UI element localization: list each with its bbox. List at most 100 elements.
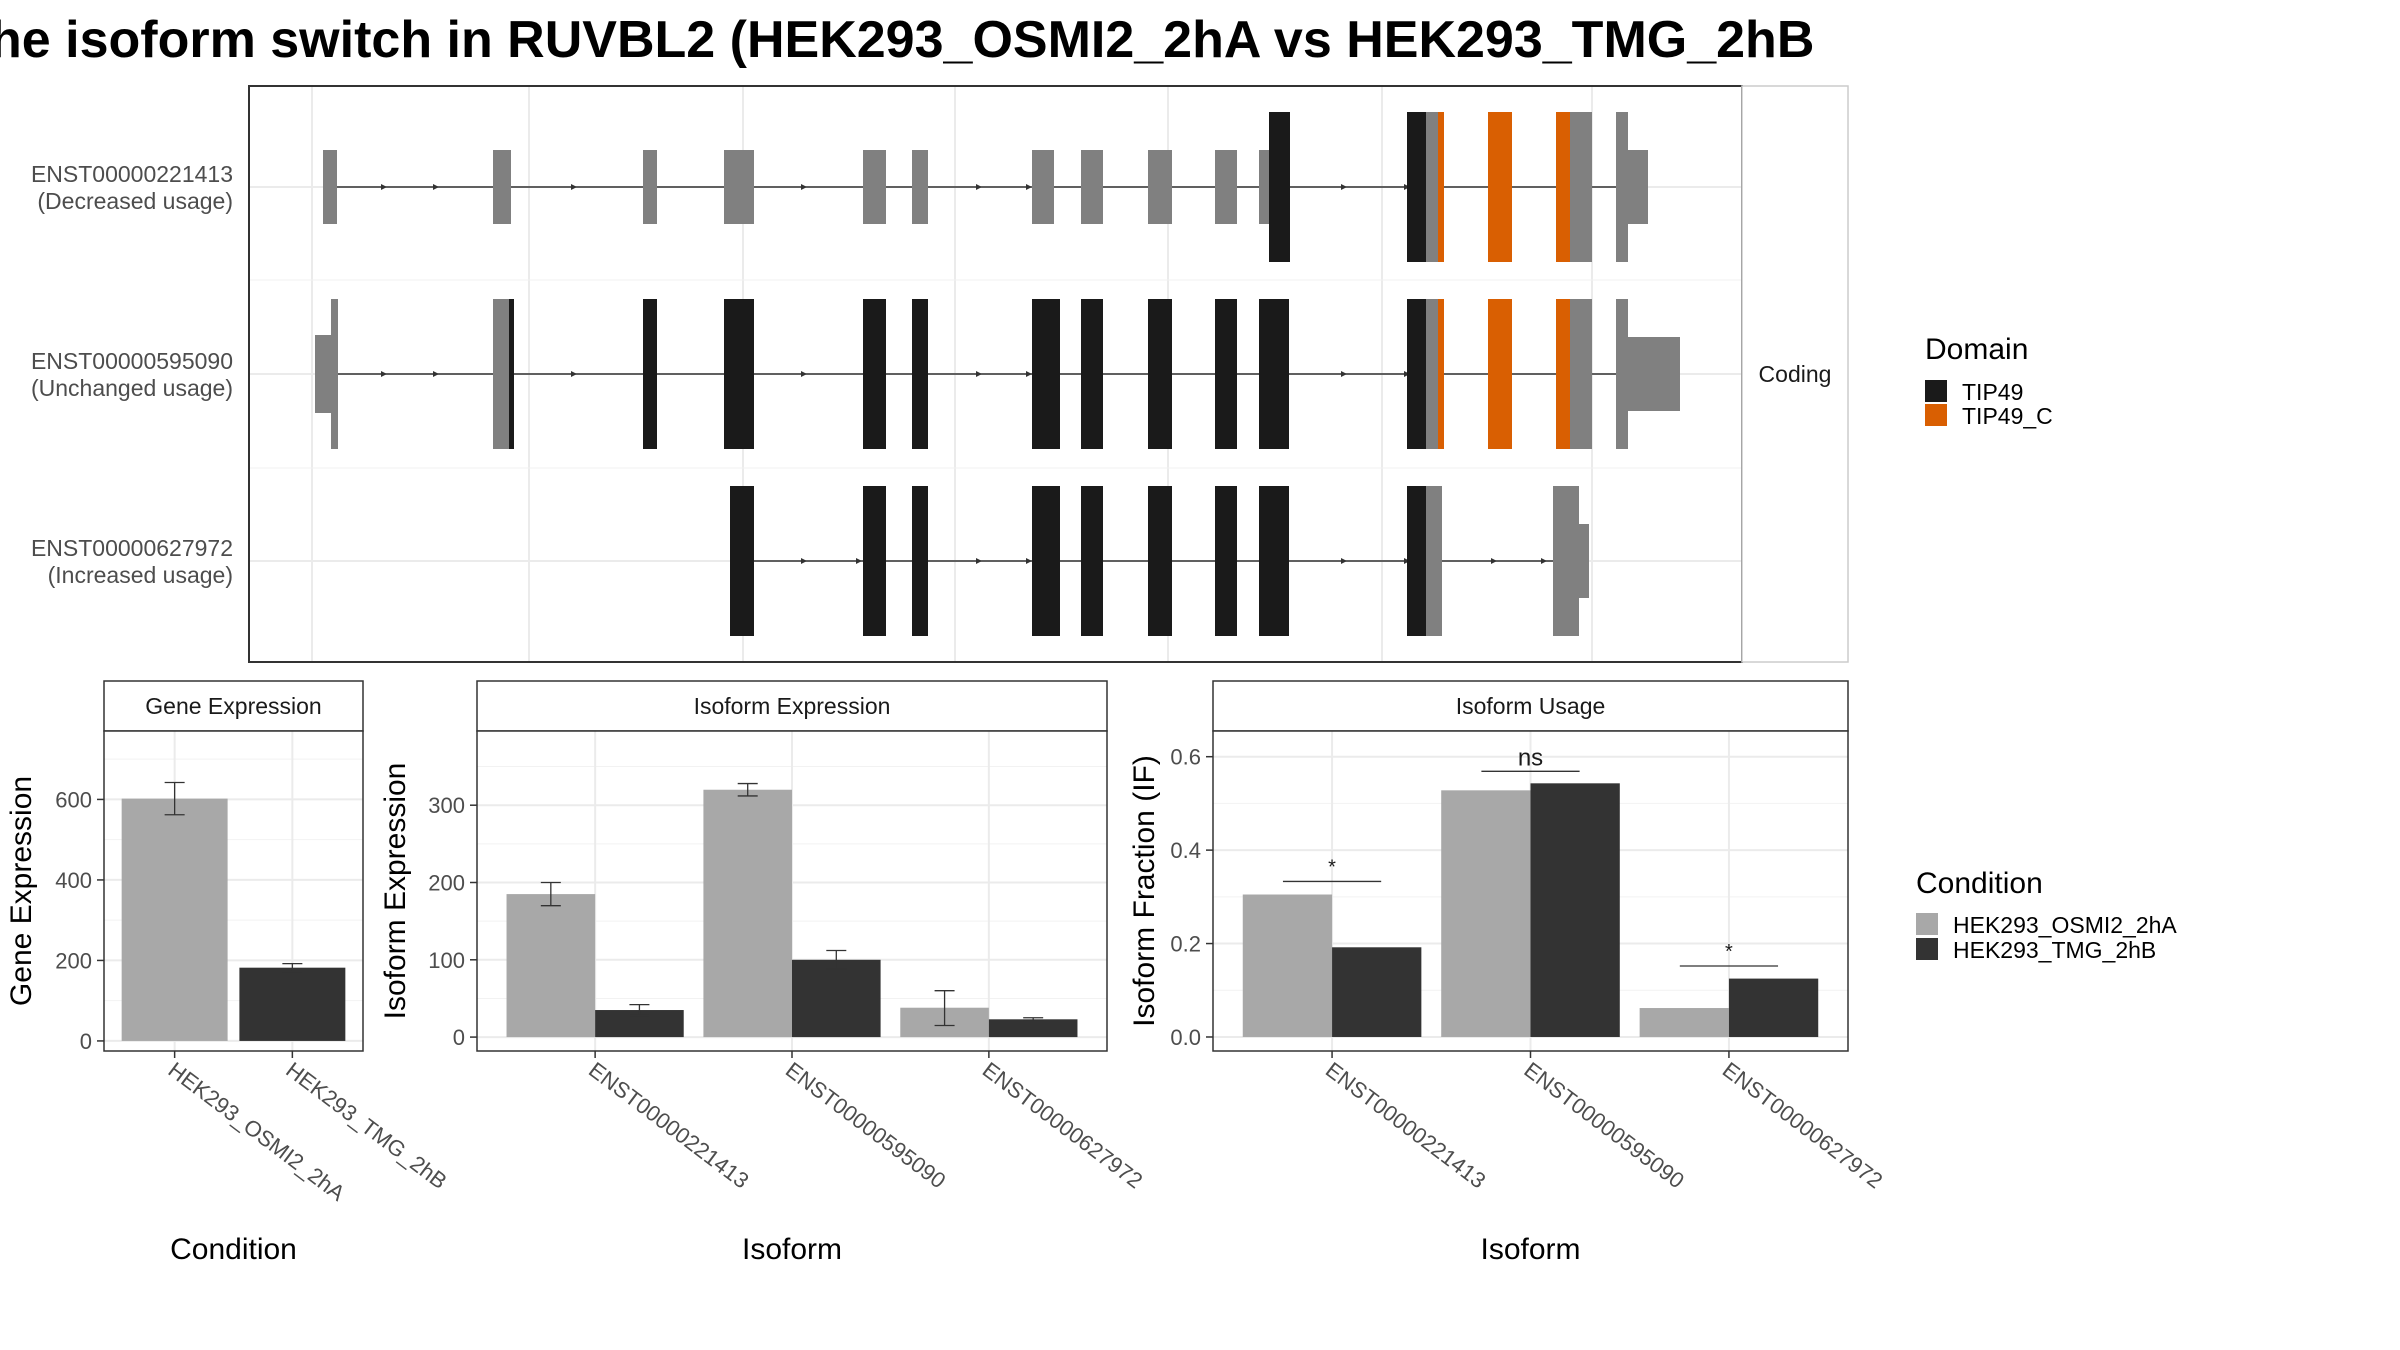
bar xyxy=(506,894,596,1038)
panel-strip xyxy=(103,680,364,732)
y-tick-label: 400 xyxy=(55,868,92,893)
panel-strip-title: Isoform Usage xyxy=(1456,693,1606,719)
x-tick-label: ENST00000221413 xyxy=(584,1057,753,1193)
exon-block xyxy=(1148,299,1172,449)
y-tick-label: 0.0 xyxy=(1170,1025,1201,1050)
bar xyxy=(792,959,881,1038)
exon-block xyxy=(1616,112,1628,262)
legend-swatch-cond-b xyxy=(1916,938,1938,960)
intron-arrow xyxy=(571,184,577,190)
domain-legend-title: Domain xyxy=(1925,333,2028,366)
exon-block xyxy=(1148,150,1172,224)
domain-legend: Domain TIP49 TIP49_C xyxy=(1925,333,2053,429)
exon-block xyxy=(1556,299,1570,449)
significance-label: * xyxy=(1328,856,1336,878)
exon-block xyxy=(1438,299,1444,449)
exon-block xyxy=(1579,524,1589,598)
exon-block xyxy=(1215,150,1237,224)
exon-block xyxy=(1488,112,1512,262)
exon-block xyxy=(493,299,509,449)
exon-block xyxy=(912,486,928,636)
exon-block xyxy=(1269,112,1290,262)
exon-block xyxy=(509,299,514,449)
legend-swatch-tip49 xyxy=(1925,380,1947,402)
exon-block xyxy=(724,299,754,449)
intron-arrow xyxy=(433,184,439,190)
y-axis-title: Isoform Fraction (IF) xyxy=(1128,755,1161,1027)
isoform-structure-panel: Coding ENST00000221413 (Decreased usage)… xyxy=(31,85,1849,663)
legend-label-cond-a: HEK293_OSMI2_2hA xyxy=(1953,912,2177,938)
intron-arrow xyxy=(1341,558,1347,564)
intron-arrow xyxy=(801,184,807,190)
bar xyxy=(1639,1008,1729,1037)
row-label-1-usage: (Decreased usage) xyxy=(37,188,233,214)
intron-arrow xyxy=(571,371,577,377)
intron-arrow xyxy=(1026,558,1032,564)
exon-block xyxy=(1438,112,1444,262)
intron-arrow xyxy=(1491,558,1497,564)
intron-arrow xyxy=(433,371,439,377)
exon-block xyxy=(1616,299,1628,449)
isoform-expression-panel: Isoform Expression 0 100 200 300 ENST00000221… xyxy=(379,680,1147,1266)
intron-arrow xyxy=(801,371,807,377)
exon-block xyxy=(863,299,886,449)
exon-block xyxy=(1215,299,1237,449)
exon-block xyxy=(863,150,886,224)
y-tick-label: 0.2 xyxy=(1170,932,1201,957)
y-axis-title: Isoform Expression xyxy=(379,763,412,1020)
exon-block xyxy=(1426,299,1438,449)
exon-block xyxy=(1488,299,1512,449)
condition-legend: Condition HEK293_OSMI2_2hA HEK293_TMG_2h… xyxy=(1916,867,2177,963)
bar xyxy=(121,798,228,1041)
panel-border xyxy=(103,730,364,1052)
exon-block xyxy=(1081,150,1103,224)
bar xyxy=(1530,783,1620,1037)
exon-block xyxy=(1259,486,1289,636)
facet-strip xyxy=(1741,85,1849,663)
row-label-2-id: ENST00000595090 xyxy=(31,348,233,374)
exon-block xyxy=(1556,112,1570,262)
panel-strip-title: Isoform Expression xyxy=(694,693,891,719)
y-tick-label: 600 xyxy=(55,787,92,812)
bar xyxy=(703,789,792,1038)
intron-arrow xyxy=(1026,184,1032,190)
exon-block xyxy=(1407,112,1426,262)
structure-tracks xyxy=(315,112,1680,636)
bar xyxy=(239,967,346,1041)
exon-block xyxy=(1032,486,1060,636)
exon-block xyxy=(724,150,754,224)
exon-block xyxy=(1259,150,1269,224)
intron-arrow xyxy=(1541,558,1547,564)
exon-block xyxy=(1032,150,1054,224)
exon-block xyxy=(1259,299,1289,449)
significance-label: * xyxy=(1725,941,1733,963)
bar xyxy=(1441,790,1531,1037)
intron-arrow xyxy=(976,558,982,564)
intron-arrow xyxy=(381,371,387,377)
intron-arrow xyxy=(976,184,982,190)
bar xyxy=(1728,978,1819,1037)
x-tick-label: ENST00000595090 xyxy=(781,1057,950,1193)
intron-arrow xyxy=(1341,371,1347,377)
intron-arrow xyxy=(1026,371,1032,377)
exon-block xyxy=(493,150,511,224)
exon-block xyxy=(1407,299,1426,449)
x-tick-label: ENST00000595090 xyxy=(1519,1057,1688,1193)
intron-arrow xyxy=(856,558,862,564)
exon-block xyxy=(323,150,337,224)
intron-arrow xyxy=(976,371,982,377)
x-axis-title: Condition xyxy=(170,1233,297,1266)
condition-legend-title: Condition xyxy=(1916,867,2043,900)
facet-strip-label: Coding xyxy=(1759,361,1832,387)
x-axis-title: Isoform xyxy=(742,1233,842,1266)
intron-arrow xyxy=(1341,184,1347,190)
exon-block xyxy=(1426,112,1438,262)
significance-label: ns xyxy=(1518,744,1543,771)
exon-block xyxy=(331,299,338,449)
intron-arrow xyxy=(381,184,387,190)
bar xyxy=(988,1019,1078,1038)
exon-block xyxy=(1426,486,1442,636)
x-tick-label: ENST00000627972 xyxy=(978,1057,1147,1193)
y-axis-title: Gene Expression xyxy=(5,776,38,1006)
y-tick-label: 100 xyxy=(428,948,465,973)
